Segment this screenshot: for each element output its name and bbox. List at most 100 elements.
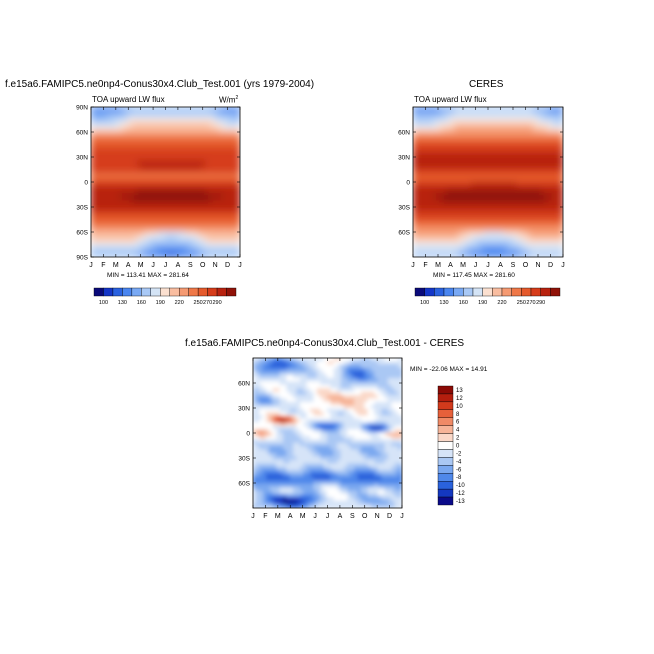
x-tick-label: N [375, 513, 380, 520]
panel2-colorbar: 100 130 160 190 220 250 270 290 [414, 287, 561, 306]
colorbar-swatch [437, 481, 454, 490]
x-tick-label: M [300, 513, 306, 520]
x-tick-label: O [523, 262, 529, 269]
colorbar-tick-label: 130 [439, 300, 448, 306]
y-tick-label: 60N [238, 381, 250, 388]
y-tick-label: 0 [84, 180, 88, 187]
colorbar-swatch [160, 287, 170, 297]
x-tick-label: A [498, 262, 503, 269]
x-tick-label: A [288, 513, 293, 520]
colorbar-tick-label: 250 [517, 300, 526, 306]
x-tick-label: J [238, 262, 242, 269]
colorbar-swatch [122, 287, 133, 297]
colorbar-tick-label: 0 [456, 444, 460, 450]
x-tick-label: J [313, 513, 317, 520]
colorbar-swatch [150, 287, 161, 297]
colorbar-tick-label: 4 [456, 428, 460, 434]
y-tick-label: 0 [406, 180, 410, 187]
colorbar-tick-label: 220 [175, 300, 184, 306]
x-tick-label: F [263, 513, 267, 520]
colorbar-swatch [216, 287, 227, 297]
x-tick-label: M [435, 262, 441, 269]
colorbar-tick-label: 250 [194, 300, 203, 306]
x-tick-label: J [251, 513, 255, 520]
colorbar-tick-label: 10 [456, 404, 463, 410]
colorbar-swatch [437, 488, 454, 498]
colorbar-tick-label: 13 [456, 388, 463, 394]
colorbar-tick-label: 2 [456, 436, 460, 442]
x-tick-label: M [113, 262, 119, 269]
colorbar-swatch [501, 287, 512, 297]
x-tick-label: J [326, 513, 330, 520]
colorbar-swatch [93, 287, 104, 297]
colorbar-tick-label: 100 [420, 300, 429, 306]
panel2-subtitle: TOA upward LW flux [414, 95, 487, 104]
colorbar-tick-label: -6 [456, 467, 462, 473]
colorbar-swatch [492, 287, 503, 297]
colorbar-tick-label: -2 [456, 451, 462, 457]
panel3-minmax: MIN = -22.06 MAX = 14.91 [410, 366, 488, 373]
y-tick-label: 60N [398, 130, 410, 137]
y-tick-label: 30N [76, 155, 88, 162]
colorbar-swatch [437, 401, 454, 411]
panel1-title: f.e15a6.FAMIPC5.ne0np4-Conus30x4.Club_Te… [5, 79, 315, 90]
panel3-plot [253, 358, 402, 508]
x-tick-label: D [225, 262, 230, 269]
colorbar-swatch [550, 287, 561, 297]
colorbar-swatch [437, 433, 454, 442]
colorbar-swatch [443, 287, 454, 297]
x-tick-label: D [548, 262, 553, 269]
colorbar-tick-label: 8 [456, 412, 460, 418]
x-tick-label: O [362, 513, 368, 520]
y-tick-label: 0 [246, 431, 250, 438]
colorbar-swatch [178, 287, 189, 297]
colorbar-swatch [437, 449, 454, 458]
colorbar-swatch [530, 287, 541, 297]
x-tick-label: A [126, 262, 131, 269]
x-tick-label: S [350, 513, 355, 520]
y-tick-label: 30N [398, 155, 410, 162]
x-tick-label: J [89, 262, 93, 269]
colorbar-tick-label: -4 [456, 459, 462, 465]
colorbar-tick-label: -10 [456, 483, 465, 489]
colorbar-swatch [141, 287, 151, 297]
colorbar-swatch [207, 287, 218, 297]
colorbar-swatch [437, 473, 454, 482]
colorbar-tick-label: 130 [118, 300, 127, 306]
x-tick-label: A [448, 262, 453, 269]
x-tick-label: S [511, 262, 516, 269]
colorbar-tick-label: 270 [203, 300, 212, 306]
y-tick-label: 60S [76, 230, 88, 237]
colorbar-swatch [482, 287, 493, 297]
y-tick-label: 30S [398, 205, 410, 212]
y-tick-label: 30S [76, 205, 88, 212]
colorbar-swatch [540, 287, 551, 297]
panel1-units: W/m2 [219, 95, 238, 105]
colorbar-tick-label: -12 [456, 491, 465, 497]
colorbar-swatch [169, 287, 180, 297]
y-tick-label: 90S [76, 255, 88, 262]
panel1-units-sup: 2 [235, 95, 239, 101]
colorbar-tick-label: 190 [156, 300, 165, 306]
panel3-colorbar: 13 12 10 8 6 4 2 0-2 -4 -6 -8 -10 -12 -13 [437, 385, 465, 506]
colorbar-swatch [472, 287, 483, 297]
colorbar-swatch [437, 496, 454, 506]
colorbar-swatch [103, 287, 114, 297]
colorbar-swatch [453, 287, 464, 297]
panel3-title: f.e15a6.FAMIPC5.ne0np4-Conus30x4.Club_Te… [185, 338, 465, 349]
y-tick-label: 60N [76, 130, 88, 137]
panel1-subtitle: TOA upward LW flux [92, 95, 165, 104]
colorbar-tick-label: 160 [459, 300, 468, 306]
colorbar-tick-label: 12 [456, 396, 463, 402]
x-tick-label: A [338, 513, 343, 520]
colorbar-swatch [437, 385, 454, 395]
x-tick-label: J [474, 262, 478, 269]
colorbar-tick-label: 270 [526, 300, 535, 306]
x-tick-label: N [535, 262, 540, 269]
x-tick-label: F [101, 262, 105, 269]
x-tick-label: N [213, 262, 218, 269]
colorbar-swatch [226, 287, 237, 297]
